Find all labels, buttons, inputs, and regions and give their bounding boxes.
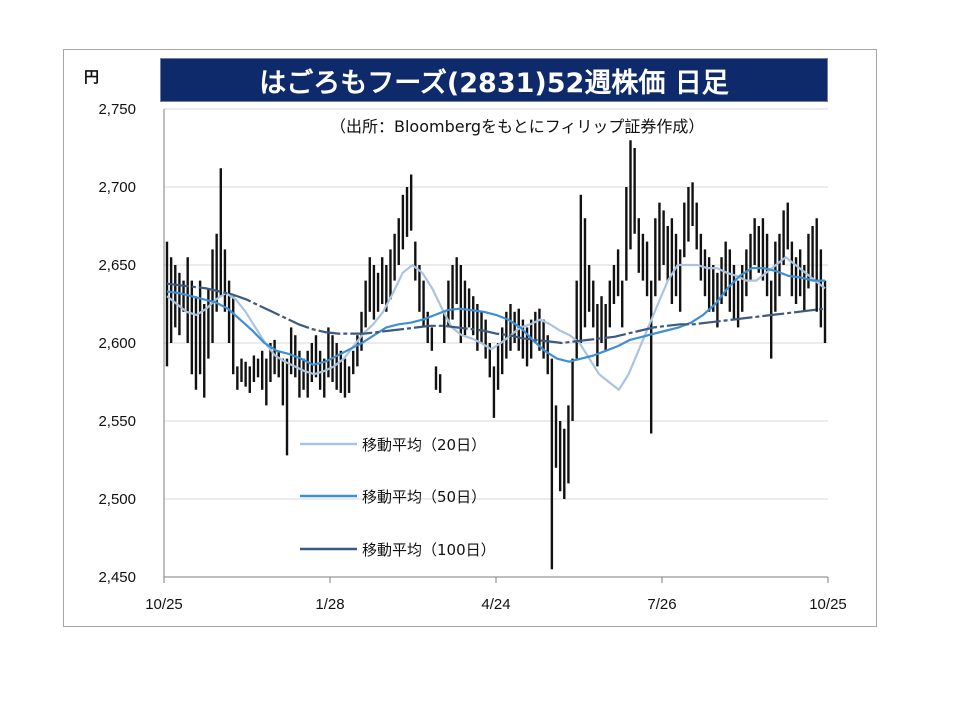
- x-tick-label: 10/25: [145, 596, 183, 613]
- ma-line-1: [166, 256, 826, 391]
- x-tick-label: 4/24: [481, 596, 510, 613]
- legend-label: 移動平均（100日）: [362, 541, 496, 559]
- source-note: （出所：Bloombergをもとにフィリップ証券作成）: [330, 117, 705, 136]
- y-tick-label: 2,650: [98, 257, 136, 274]
- x-tick-label: 10/25: [809, 596, 847, 613]
- x-tick-label: 7/26: [647, 596, 676, 613]
- y-tick-label: 2,600: [98, 335, 136, 352]
- y-tick-label: 2,550: [98, 413, 136, 430]
- y-tick-label: 2,700: [98, 179, 136, 196]
- x-tick-label: 1/28: [315, 596, 344, 613]
- y-tick-label: 2,450: [98, 569, 136, 586]
- legend-label: 移動平均（20日）: [362, 436, 486, 454]
- y-tick-label: 2,500: [98, 491, 136, 508]
- y-unit-label: 円: [84, 68, 100, 86]
- legend-label: 移動平均（50日）: [362, 488, 486, 506]
- chart-title: はごろもフーズ(2831)52週株価 日足: [160, 58, 828, 102]
- chart-title-text: はごろもフーズ(2831)52週株価 日足: [259, 67, 729, 99]
- y-tick-label: 2,750: [98, 101, 136, 118]
- ma-line-2: [166, 267, 825, 366]
- ma-line-3: [166, 282, 826, 345]
